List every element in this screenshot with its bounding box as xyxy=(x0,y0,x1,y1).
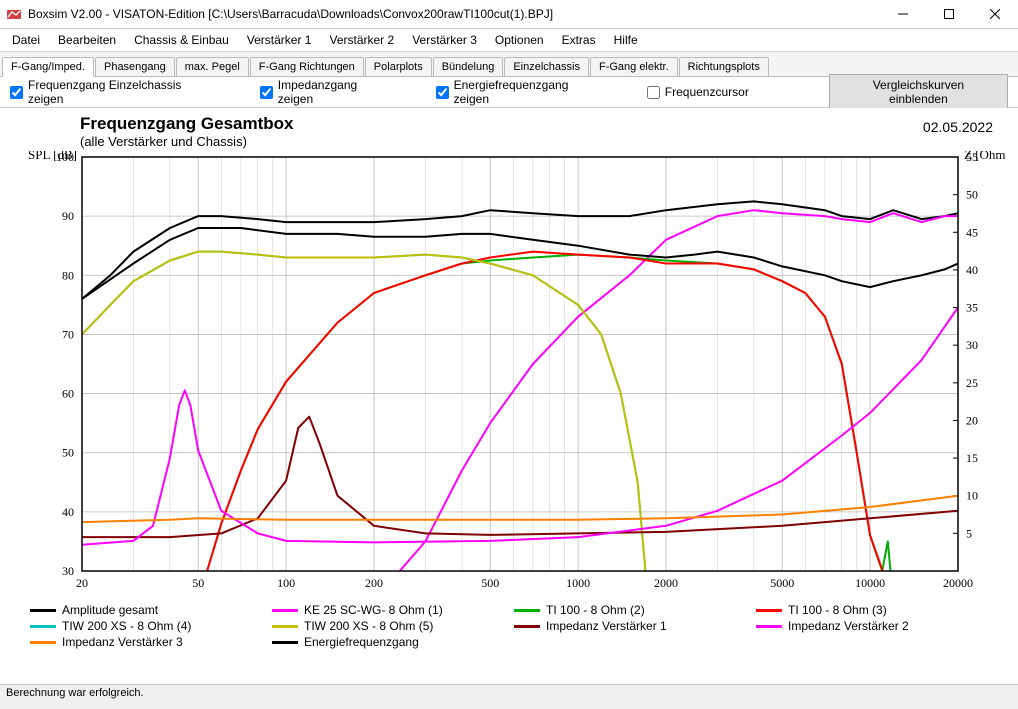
legend-label: Amplitude gesamt xyxy=(62,603,158,617)
svg-text:50: 50 xyxy=(192,576,204,590)
menu-hilfe[interactable]: Hilfe xyxy=(606,31,646,49)
legend-item: Amplitude gesamt xyxy=(30,603,262,617)
legend-item: TIW 200 XS - 8 Ohm (5) xyxy=(272,619,504,633)
svg-text:20: 20 xyxy=(76,576,88,590)
legend-item: TI 100 - 8 Ohm (2) xyxy=(514,603,746,617)
menu-verst-rker-3[interactable]: Verstärker 3 xyxy=(404,31,485,49)
svg-text:500: 500 xyxy=(481,576,499,590)
svg-text:30: 30 xyxy=(966,338,978,352)
tab-richtungsplots[interactable]: Richtungsplots xyxy=(679,57,769,76)
svg-text:20000: 20000 xyxy=(943,576,973,590)
svg-text:10: 10 xyxy=(966,489,978,503)
svg-text:90: 90 xyxy=(62,209,74,223)
svg-text:30: 30 xyxy=(62,564,74,578)
svg-text:5000: 5000 xyxy=(770,576,794,590)
check-energy[interactable]: Energiefrequenzgang zeigen xyxy=(436,78,607,106)
svg-text:20: 20 xyxy=(966,413,978,427)
chart-plot: 20 50 100 200 500 1000 2000 5000 10000 20000 30 40 5… xyxy=(10,151,1006,601)
chart-subtitle: (alle Verstärker und Chassis) xyxy=(80,134,1008,149)
tab-b-ndelung[interactable]: Bündelung xyxy=(433,57,504,76)
svg-text:100: 100 xyxy=(277,576,295,590)
tab-phasengang[interactable]: Phasengang xyxy=(95,57,175,76)
legend-swatch xyxy=(30,641,56,644)
legend-label: TIW 200 XS - 8 Ohm (5) xyxy=(304,619,433,633)
legend-swatch xyxy=(272,609,298,612)
svg-text:50: 50 xyxy=(62,446,74,460)
window-title: Boxsim V2.00 - VISATON-Edition [C:\Users… xyxy=(28,7,880,21)
svg-text:15: 15 xyxy=(966,451,978,465)
legend-item: TI 100 - 8 Ohm (3) xyxy=(756,603,988,617)
menu-extras[interactable]: Extras xyxy=(554,31,604,49)
svg-text:5: 5 xyxy=(966,526,972,540)
legend-item: TIW 200 XS - 8 Ohm (4) xyxy=(30,619,262,633)
check-cursor[interactable]: Frequenzcursor xyxy=(647,85,749,99)
tab-f-gang-richtungen[interactable]: F-Gang Richtungen xyxy=(250,57,364,76)
chart-date: 02.05.2022 xyxy=(923,119,993,135)
svg-text:25: 25 xyxy=(966,376,978,390)
svg-text:60: 60 xyxy=(62,387,74,401)
menubar: DateiBearbeitenChassis & EinbauVerstärke… xyxy=(0,29,1018,52)
svg-text:2000: 2000 xyxy=(654,576,678,590)
svg-text:35: 35 xyxy=(966,301,978,315)
legend-label: Impedanz Verstärker 1 xyxy=(546,619,667,633)
menu-verst-rker-1[interactable]: Verstärker 1 xyxy=(239,31,320,49)
legend-label: TI 100 - 8 Ohm (3) xyxy=(788,603,887,617)
menu-verst-rker-2[interactable]: Verstärker 2 xyxy=(321,31,402,49)
legend-swatch xyxy=(514,609,540,612)
menu-chassis-einbau[interactable]: Chassis & Einbau xyxy=(126,31,237,49)
tab-einzelchassis[interactable]: Einzelchassis xyxy=(504,57,589,76)
legend-item: Energiefrequenzgang xyxy=(272,635,504,649)
svg-text:SPL [dB]: SPL [dB] xyxy=(28,151,77,162)
legend-swatch xyxy=(756,609,782,612)
legend-swatch xyxy=(30,625,56,628)
chart-legend: Amplitude gesamt KE 25 SC-WG- 8 Ohm (1) TI… xyxy=(10,601,1008,655)
legend-item: Impedanz Verstärker 1 xyxy=(514,619,746,633)
svg-text:200: 200 xyxy=(365,576,383,590)
legend-label: Impedanz Verstärker 2 xyxy=(788,619,909,633)
menu-datei[interactable]: Datei xyxy=(4,31,48,49)
svg-text:70: 70 xyxy=(62,327,74,341)
svg-text:10000: 10000 xyxy=(855,576,885,590)
check-freq-single[interactable]: Frequenzgang Einzelchassis zeigen xyxy=(10,78,220,106)
svg-text:50: 50 xyxy=(966,188,978,202)
legend-swatch xyxy=(272,625,298,628)
menu-bearbeiten[interactable]: Bearbeiten xyxy=(50,31,124,49)
chart-title: Frequenzgang Gesamtbox xyxy=(80,114,1008,134)
legend-swatch xyxy=(30,609,56,612)
legend-label: Energiefrequenzgang xyxy=(304,635,419,649)
svg-text:1000: 1000 xyxy=(566,576,590,590)
svg-text:80: 80 xyxy=(62,268,74,282)
legend-label: KE 25 SC-WG- 8 Ohm (1) xyxy=(304,603,443,617)
legend-item: Impedanz Verstärker 2 xyxy=(756,619,988,633)
maximize-button[interactable] xyxy=(926,0,972,28)
svg-text:Z [Ohm]: Z [Ohm] xyxy=(964,151,1006,162)
legend-label: TIW 200 XS - 8 Ohm (4) xyxy=(62,619,191,633)
legend-item: Impedanz Verstärker 3 xyxy=(30,635,262,649)
menu-optionen[interactable]: Optionen xyxy=(487,31,552,49)
check-impedance[interactable]: Impedanzgang zeigen xyxy=(260,78,396,106)
legend-item: KE 25 SC-WG- 8 Ohm (1) xyxy=(272,603,504,617)
tab-max-pegel[interactable]: max. Pegel xyxy=(176,57,249,76)
close-button[interactable] xyxy=(972,0,1018,28)
status-bar: Berechnung war erfolgreich. xyxy=(0,684,1018,709)
legend-label: Impedanz Verstärker 3 xyxy=(62,635,183,649)
tab-polarplots[interactable]: Polarplots xyxy=(365,57,432,76)
titlebar: Boxsim V2.00 - VISATON-Edition [C:\Users… xyxy=(0,0,1018,29)
compare-curves-button[interactable]: Vergleichskurven einblenden xyxy=(829,74,1008,110)
legend-swatch xyxy=(272,641,298,644)
tab-f-gang-elektr-[interactable]: F-Gang elektr. xyxy=(590,57,678,76)
app-icon xyxy=(6,6,22,22)
svg-text:45: 45 xyxy=(966,225,978,239)
options-bar: Frequenzgang Einzelchassis zeigen Impeda… xyxy=(0,77,1018,108)
svg-text:40: 40 xyxy=(966,263,978,277)
chart-area: Frequenzgang Gesamtbox (alle Verstärker … xyxy=(0,108,1018,684)
svg-text:40: 40 xyxy=(62,505,74,519)
legend-swatch xyxy=(756,625,782,628)
minimize-button[interactable] xyxy=(880,0,926,28)
tab-f-gang-imped-[interactable]: F-Gang/Imped. xyxy=(2,57,94,77)
legend-swatch xyxy=(514,625,540,628)
legend-label: TI 100 - 8 Ohm (2) xyxy=(546,603,645,617)
